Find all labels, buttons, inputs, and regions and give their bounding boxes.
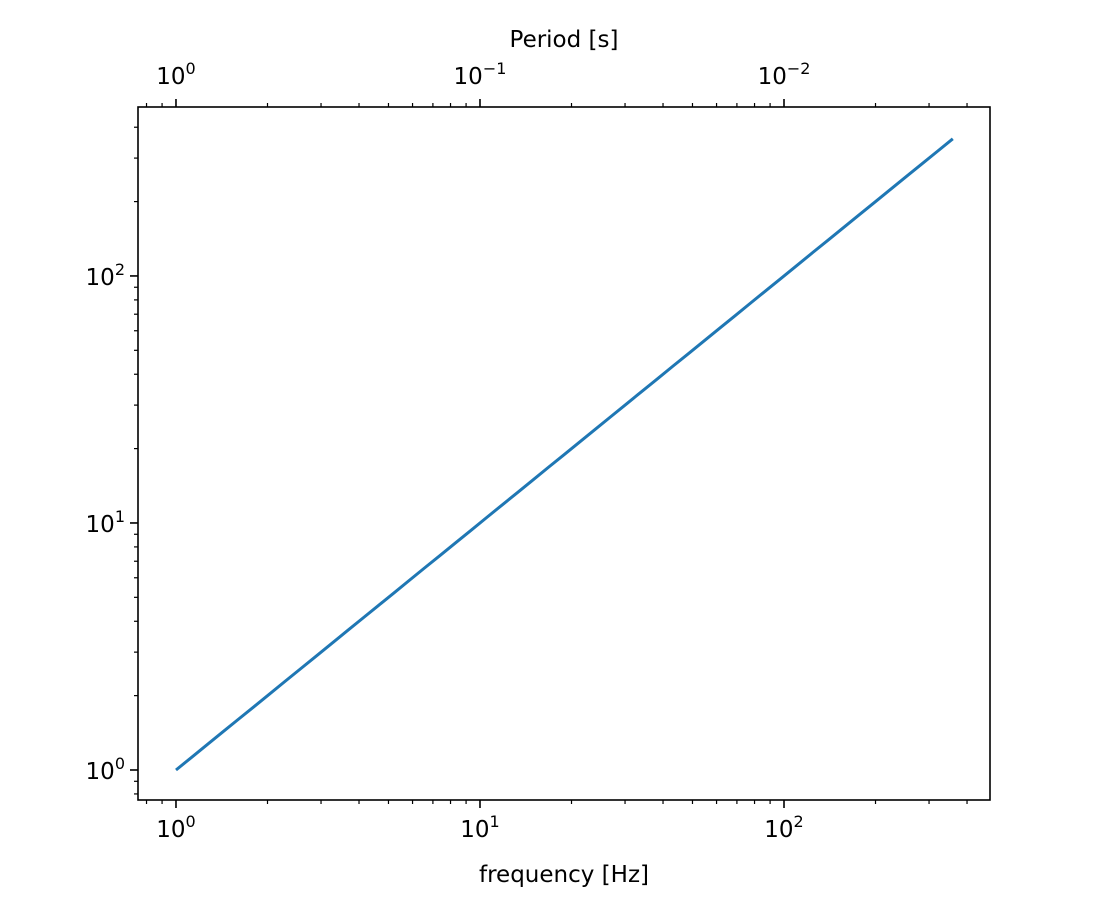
x-tick-label: 101: [460, 812, 499, 843]
plot-frame: [137, 106, 991, 801]
x-axis-label: frequency [Hz]: [479, 862, 649, 888]
secondary-x-tick-label: 100: [156, 59, 195, 90]
x-tick-label: 100: [156, 812, 195, 843]
secondary-x-tick-label: 10−2: [758, 59, 811, 90]
y-tick-label: 100: [86, 754, 125, 785]
x-tick-label: 102: [764, 812, 803, 843]
series-line: [175, 137, 954, 772]
ticks: 100 101 102 100 10−1 10−2 100 101 102: [86, 59, 968, 843]
y-tick-label: 102: [86, 260, 125, 291]
y-tick-label: 101: [86, 507, 125, 538]
secondary-x-tick-label: 10−1: [454, 59, 507, 90]
secondary-x-axis-label: Period [s]: [510, 27, 619, 53]
